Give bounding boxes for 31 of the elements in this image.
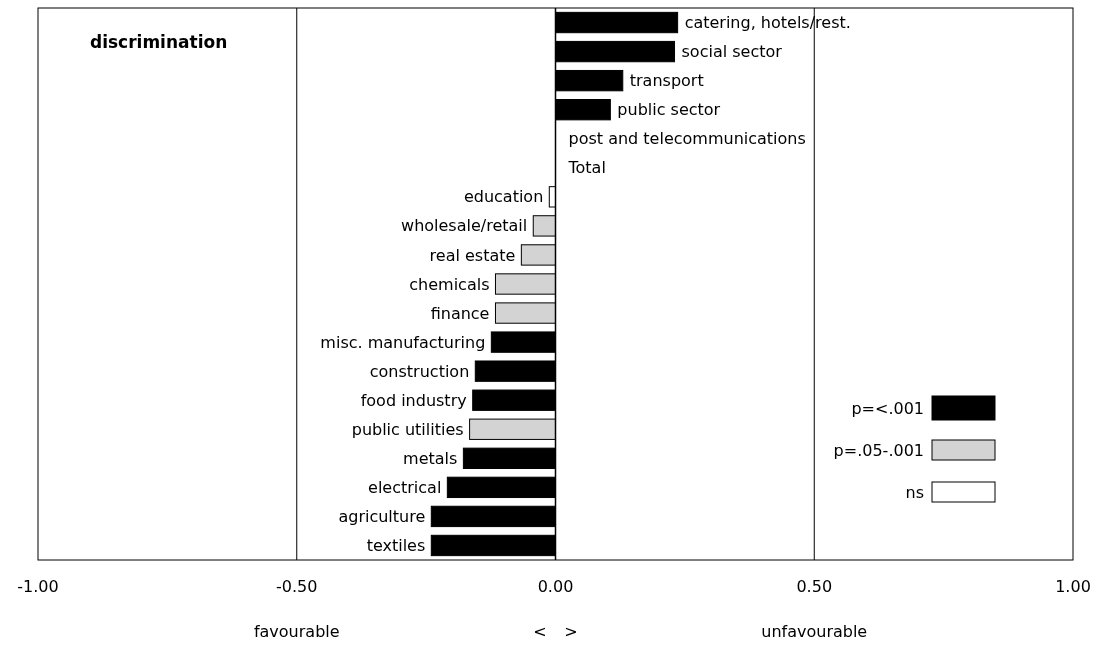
y-tick-label: transport [629,71,704,91]
y-tick-label: finance [430,303,490,323]
x-tick-label: -0.50 [276,577,318,596]
y-tick-label: construction [369,361,470,381]
y-tick-label: real estate [429,245,516,265]
y-tick-label: food industry [360,390,467,410]
legend-label: ns [905,482,924,502]
y-tick-label: wholesale/retail [401,216,528,236]
y-tick-label: chemicals [409,274,490,294]
y-tick-label: public sector [617,100,721,120]
text: favourable [253,622,340,641]
y-tick-label: agriculture [338,507,426,527]
y-tick-label: electrical [368,477,442,497]
text: unfavourable [761,622,868,641]
y-tick-label: Total [567,158,606,178]
x-tick-label: 0.00 [537,577,574,596]
text: < [533,622,547,641]
y-tick-label: metals [403,448,458,468]
y-tick-label: misc. manufacturing [320,332,486,352]
y-tick-label: public utilities [351,419,464,439]
y-tick-label: social sector [681,42,783,62]
y-tick-label: education [463,187,544,207]
x-tick-label: 1.00 [1055,577,1091,596]
text: > [564,622,578,641]
legend-label: p=<.001 [851,398,924,418]
text: discrimination [90,32,228,52]
y-tick-label: textiles [366,536,426,556]
x-tick-label: 0.50 [796,577,833,596]
legend-label: p=.05-.001 [833,440,924,460]
x-tick-label: -1.00 [17,577,59,596]
y-tick-label: post and telecommunications [568,129,806,149]
